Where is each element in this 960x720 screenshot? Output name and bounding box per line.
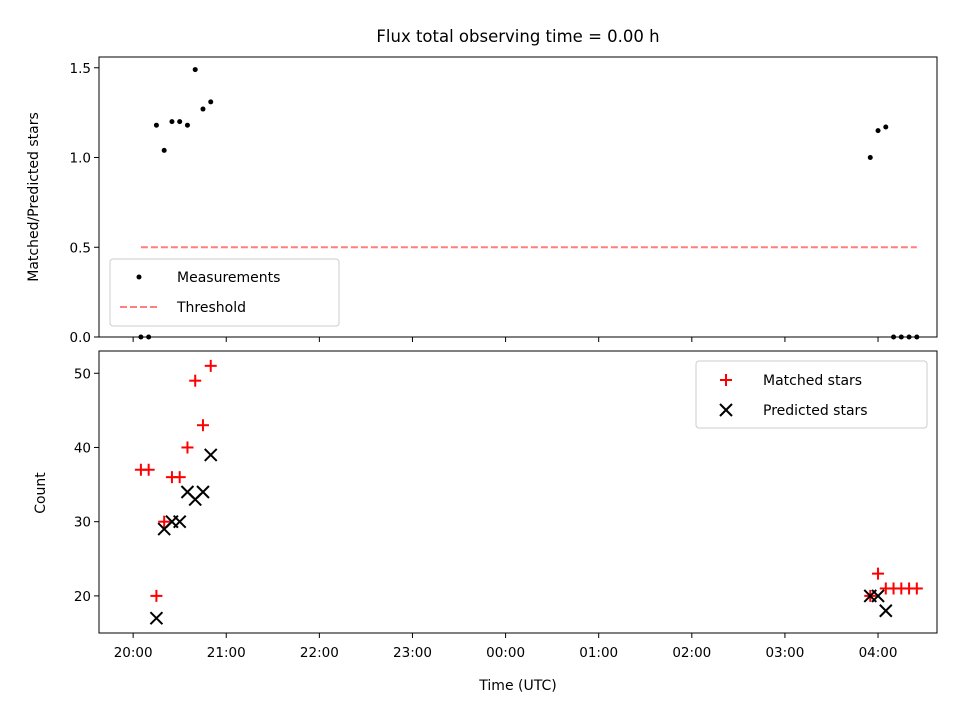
top-legend: Measurements Threshold: [109, 258, 340, 327]
bottom-y-tick-label: 20: [74, 589, 91, 605]
x-axis-label: Time (UTC): [478, 678, 556, 694]
matched-stars-point: [189, 374, 202, 387]
bottom-panel: Count Time (UTC) 20 30 40 50 20:00 21:00 22:0…: [33, 350, 938, 694]
x-tick-label: 00:00: [486, 645, 525, 661]
top-y-tick-label: 1.5: [70, 61, 91, 77]
legend-matched-label: Matched stars: [763, 373, 862, 389]
x-tick-label: 21:00: [207, 645, 246, 661]
measurement-point: [177, 119, 183, 125]
predicted-stars-point: [204, 448, 218, 462]
top-y-ticks: 0.0 0.5 1.0 1.5: [70, 61, 99, 346]
x-tick-label: 02:00: [672, 645, 711, 661]
top-x-ticks: [132, 337, 879, 342]
measurement-point: [867, 155, 873, 161]
measurement-point: [161, 147, 167, 153]
top-axes-frame: [98, 56, 938, 338]
top-legend-box: [109, 258, 340, 327]
measurement-point: [200, 106, 206, 112]
chart-title: Flux total observing time = 0.00 h: [376, 27, 659, 46]
x-tick-label: 23:00: [393, 645, 432, 661]
legend-measurements-label: Measurements: [177, 270, 280, 286]
bottom-legend: Matched stars Predicted stars: [695, 360, 928, 429]
bottom-y-ticks: 20 30 40 50: [74, 366, 99, 605]
measurement-point: [883, 124, 889, 130]
matched-stars-point: [142, 463, 155, 476]
x-tick-label: 20:00: [114, 645, 153, 661]
bottom-y-tick-label: 40: [74, 440, 91, 456]
legend-threshold-label: Threshold: [176, 300, 246, 316]
x-tick-label: 04:00: [859, 645, 898, 661]
measurement-point: [153, 122, 159, 128]
bottom-y-axis-label: Count: [33, 472, 49, 514]
matched-stars-point: [196, 419, 209, 432]
predicted-stars-point: [172, 514, 187, 529]
top-y-tick-label: 0.0: [70, 330, 91, 346]
top-y-tick-label: 1.0: [70, 151, 91, 167]
measurement-point: [875, 128, 881, 134]
x-tick-label: 22:00: [300, 645, 339, 661]
bottom-y-tick-label: 50: [74, 366, 91, 382]
measurement-point: [192, 67, 198, 73]
predicted-stars-point: [149, 611, 164, 625]
bottom-x-ticks: 20:00 21:00 22:00 23:00 00:00 01:00 02:00 03:00…: [114, 633, 898, 661]
matched-stars-point: [158, 515, 171, 528]
top-panel: Flux total observing time = 0.00 h Match…: [26, 27, 938, 346]
legend-matched-marker: [720, 374, 732, 386]
matched-stars-point: [204, 359, 217, 372]
matched-stars-point: [150, 589, 163, 602]
matched-stars-point: [872, 567, 885, 580]
measurement-point: [208, 99, 214, 105]
matched-stars-point: [173, 471, 186, 484]
legend-predicted-marker: [719, 403, 733, 417]
predicted-stars-point: [196, 485, 210, 499]
top-y-axis-label: Matched/Predicted stars: [26, 112, 42, 282]
predicted-stars-point: [879, 604, 893, 618]
bottom-y-tick-label: 30: [74, 515, 91, 531]
legend-measurements-marker: [136, 274, 142, 280]
matched-stars-point: [910, 582, 923, 595]
measurement-point: [184, 122, 190, 128]
bottom-legend-box: [695, 360, 928, 429]
predicted-stars-point: [871, 589, 885, 603]
bottom-axes-frame: [98, 350, 938, 634]
legend-predicted-label: Predicted stars: [763, 403, 868, 419]
measurement-point: [169, 119, 175, 125]
top-y-tick-label: 0.5: [70, 240, 91, 256]
x-tick-label: 03:00: [765, 645, 804, 661]
bottom-plot-marks: [134, 359, 923, 625]
x-tick-label: 01:00: [579, 645, 618, 661]
matched-stars-point: [181, 441, 194, 454]
